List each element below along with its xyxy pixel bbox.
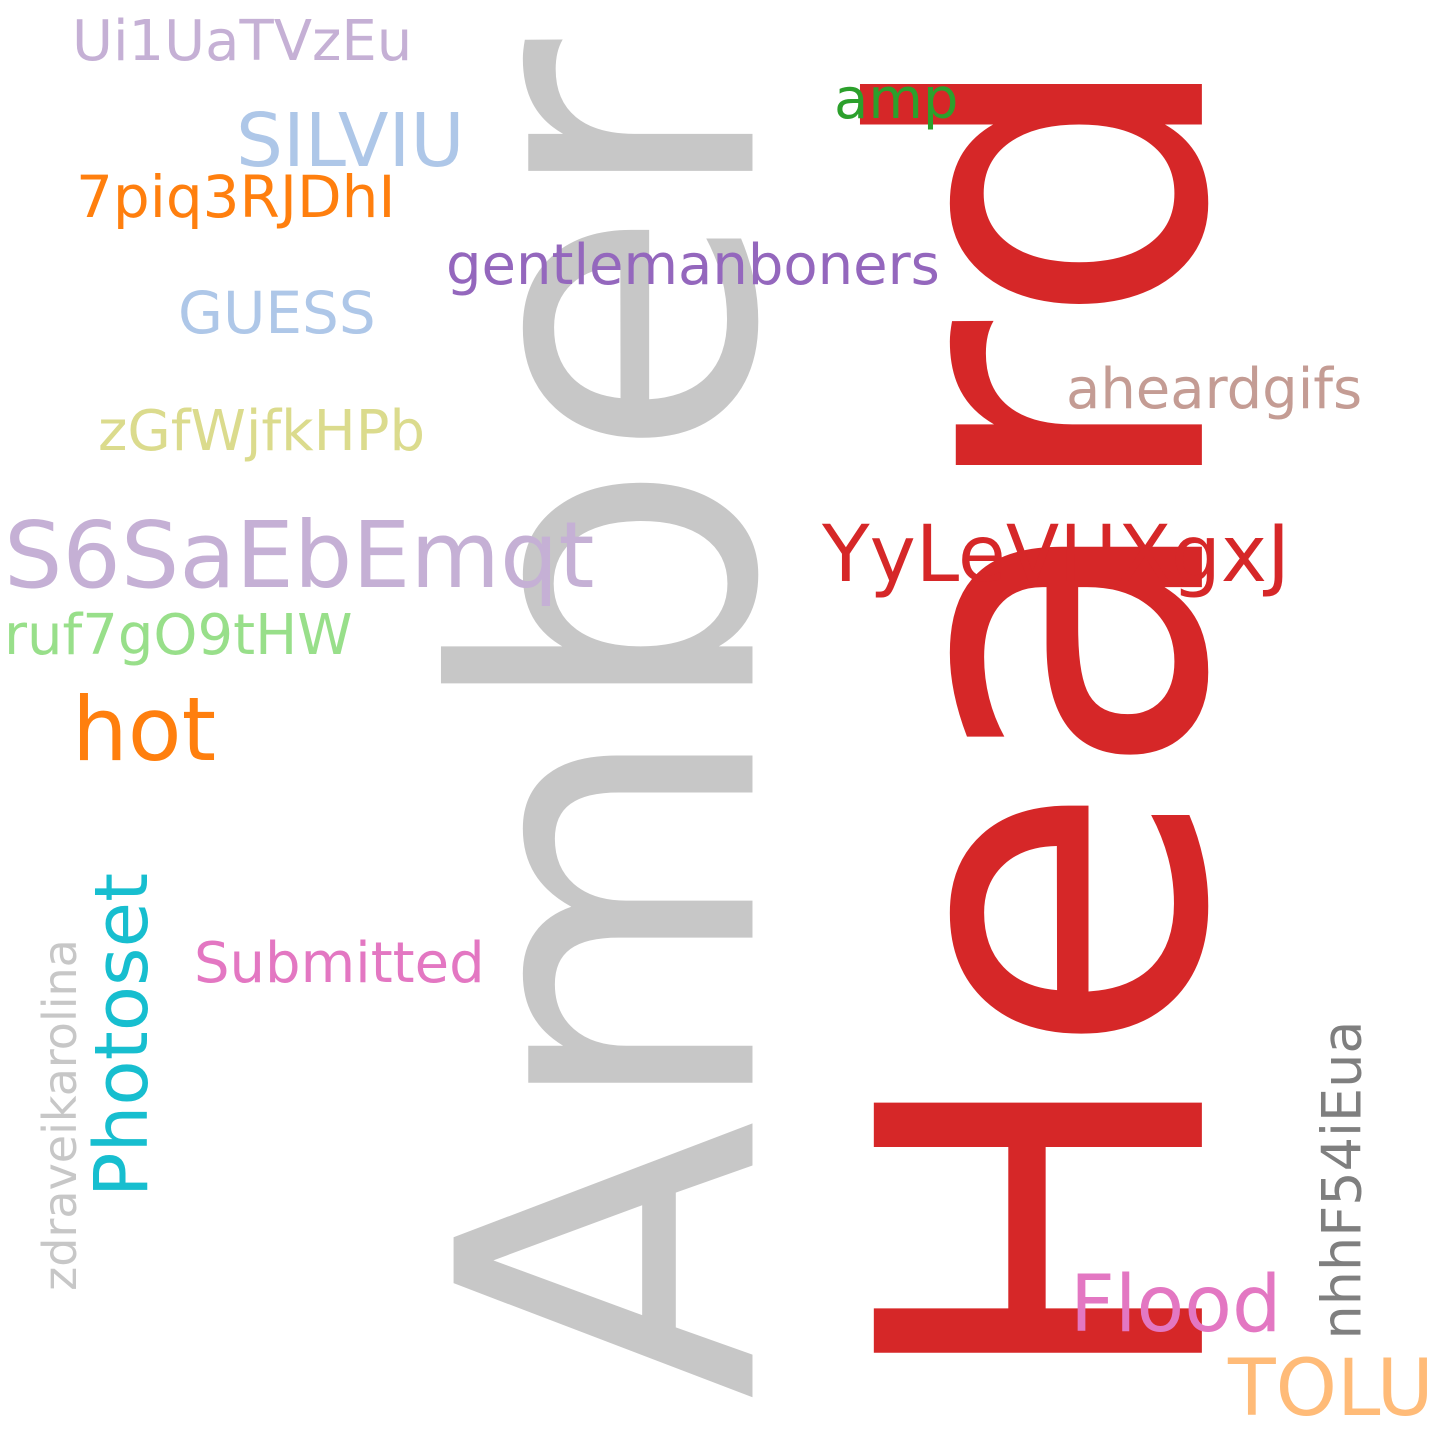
word-flood: Flood — [1070, 1260, 1282, 1350]
word-photoset-box: Photoset — [79, 850, 165, 1220]
word-zdraveikarolina-box: zdraveikarolina — [30, 850, 90, 1380]
word-amp: amp — [834, 67, 959, 132]
word-nhhf54ieua: nhhF54iEua — [1310, 1020, 1374, 1340]
word-7piq3rjdhi: 7piq3RJDhI — [76, 163, 396, 231]
word-aheardgifs: aheardgifs — [1066, 357, 1363, 422]
word-silviu: SILVIU — [236, 98, 465, 184]
word-yylevhxgxj: YyLeVHXgxJ — [822, 510, 1290, 600]
word-tolu: TOLU — [1228, 1344, 1434, 1434]
word-nhhf54ieua-box: nhhF54iEua — [1310, 1000, 1374, 1360]
word-zgfwjfkhpb: zGfWjfkHPb — [98, 399, 426, 464]
word-ruf7go9thw: ruf7gO9tHW — [4, 603, 353, 668]
word-ui1uatvzeu: Ui1UaTVzEu — [72, 9, 413, 74]
word-photoset: Photoset — [79, 872, 165, 1198]
word-hot: hot — [72, 678, 217, 781]
word-zdraveikarolina: zdraveikarolina — [33, 939, 87, 1291]
word-gentlemanboners: gentlemanboners — [446, 233, 940, 298]
word-submitted: Submitted — [194, 931, 485, 996]
word-guess: GUESS — [178, 279, 376, 347]
word-s6saebemqt: S6SaEbEmqt — [4, 502, 595, 609]
